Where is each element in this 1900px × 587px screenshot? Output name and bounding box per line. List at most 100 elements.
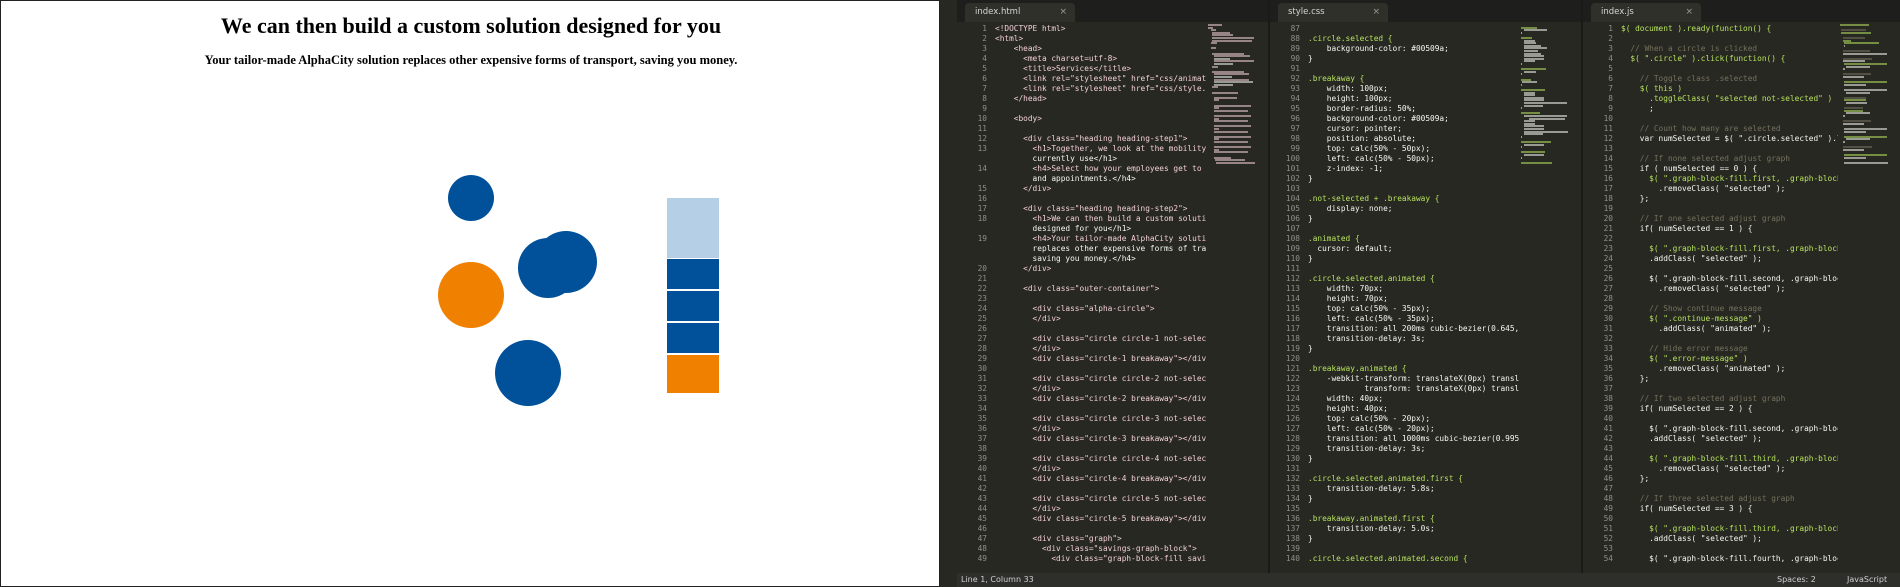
line-number: 48 [977, 544, 987, 553]
minimap-line [1521, 151, 1546, 154]
line-number: 121 [1285, 364, 1300, 373]
code-line: <div class="circle circle-4 not-selected… [995, 454, 1230, 463]
minimap-line [1521, 161, 1552, 164]
code-line: .breakaway.animated.first { [1308, 514, 1435, 523]
minimap-line [1521, 156, 1522, 159]
code-line: <div class="circle-2 breakaway"></div> [995, 394, 1211, 403]
code-line: <title>Services</title> [995, 64, 1132, 73]
code-line: // When a circle is clicked [1621, 44, 1758, 53]
code-line: cursor: pointer; [1308, 124, 1402, 133]
line-number: 46 [1603, 474, 1613, 483]
code-line: .circle.selected { [1308, 34, 1393, 43]
line-number: 20 [1603, 214, 1613, 223]
code-line: .not-selected + .breakaway { [1308, 194, 1440, 203]
minimap-line [1844, 154, 1888, 156]
graph-block-fourth [667, 355, 719, 393]
transport-circle-1[interactable] [448, 175, 494, 221]
minimap-line [1212, 52, 1244, 55]
line-number: 126 [1285, 414, 1300, 423]
line-number: 5 [982, 64, 987, 73]
minimap-line [1213, 128, 1219, 130]
minimap-line [1842, 76, 1865, 78]
minimap-line [1523, 143, 1545, 146]
code-line: <head> [995, 44, 1042, 53]
code-line: .circle.selected.animated.second { [1308, 554, 1468, 563]
line-number: 6 [1608, 74, 1613, 83]
minimap-line [1845, 112, 1870, 115]
minimap-line [1213, 109, 1248, 112]
pane-divider[interactable] [1581, 0, 1583, 573]
line-number: 136 [1285, 514, 1300, 523]
line-number: 91 [1290, 64, 1300, 73]
indentation-setting[interactable]: Spaces: 2 [1777, 575, 1816, 584]
code-line: </div> [995, 264, 1052, 273]
code-line: display: none; [1308, 204, 1393, 213]
line-number: 17 [1603, 184, 1613, 193]
minimap-line [1523, 154, 1545, 156]
code-line: top: calc(50% - 20px); [1308, 414, 1431, 423]
line-number: 12 [977, 134, 987, 143]
line-number: 44 [977, 504, 987, 513]
tab-index-js[interactable]: index.js × [1591, 3, 1701, 22]
code-line: width: 70px; [1308, 284, 1384, 293]
close-icon[interactable]: × [1059, 7, 1067, 17]
line-number: 102 [1285, 174, 1300, 183]
minimap-line [1210, 29, 1217, 32]
code-line: <div class="circle circle-5 not-selected… [995, 494, 1230, 503]
code-line: <link rel="stylesheet" href="css/animate… [995, 74, 1240, 83]
graph-block-third [667, 323, 719, 353]
code-line: if( numSelected == 1 ) { [1621, 224, 1753, 233]
line-number: 97 [1290, 124, 1300, 133]
pane-divider[interactable] [1268, 0, 1270, 573]
line-number: 2 [1608, 34, 1613, 43]
minimap-line [1842, 120, 1871, 123]
minimap-line [1523, 70, 1537, 73]
minimap-line [1523, 128, 1545, 130]
code-line: .removeClass( "animated" ); [1621, 364, 1786, 373]
code-line: </div> [995, 464, 1061, 473]
line-number: 36 [1603, 374, 1613, 383]
line-number: 26 [977, 324, 987, 333]
syntax-setting[interactable]: JavaScript [1847, 575, 1888, 584]
line-number: 115 [1285, 304, 1300, 313]
tab-index-html[interactable]: index.html × [965, 3, 1075, 22]
minimap[interactable] [1206, 24, 1268, 573]
tab-style-css[interactable]: style.css × [1278, 3, 1388, 22]
editor-pane-js[interactable]: index.js × 1 $( document ).ready(function(… [1583, 0, 1900, 573]
minimap-line [1213, 107, 1219, 110]
transport-circle-4[interactable] [495, 340, 561, 406]
minimap-line [1842, 141, 1845, 143]
line-number: 33 [977, 394, 987, 403]
minimap-line [1213, 83, 1234, 86]
minimap-line [1212, 91, 1239, 94]
close-icon[interactable]: × [1685, 7, 1693, 17]
minimap-line [1523, 102, 1567, 104]
line-number: 22 [1603, 234, 1613, 243]
minimap[interactable] [1519, 24, 1581, 573]
minimap-line [1521, 83, 1522, 86]
editor-pane-html[interactable]: index.html × 1 <!DOCTYPE html> 2 <html> 3 <he… [957, 0, 1268, 573]
code-line: .circle.selected.animated.first { [1308, 474, 1463, 483]
transport-circle-2[interactable] [438, 262, 504, 328]
close-icon[interactable]: × [1372, 7, 1380, 17]
minimap-line [1842, 148, 1865, 151]
minimap[interactable] [1838, 24, 1900, 573]
line-number: 41 [977, 474, 987, 483]
minimap-line [1521, 78, 1531, 81]
line-number: 112 [1285, 274, 1300, 283]
transport-circle-3[interactable] [518, 238, 578, 298]
line-number: 3 [1608, 44, 1613, 53]
minimap-line [1844, 135, 1888, 138]
minimap-line [1523, 42, 1537, 45]
editor-pane-css[interactable]: style.css × 87 88 .circle.selected {89 back… [1270, 0, 1581, 573]
code-line: height: 100px; [1308, 94, 1393, 103]
code-line: <h4>Your tailor-made AlphaCity solution [995, 234, 1216, 243]
minimap-line [1523, 55, 1544, 58]
code-line: }; [1621, 374, 1650, 383]
code-line: top: calc(50% - 35px); [1308, 304, 1431, 313]
code-line: .animated { [1308, 234, 1360, 243]
code-line: } [1308, 254, 1313, 263]
minimap-line [1522, 81, 1537, 84]
minimap-line [1216, 161, 1256, 164]
line-number: 19 [1603, 204, 1613, 213]
